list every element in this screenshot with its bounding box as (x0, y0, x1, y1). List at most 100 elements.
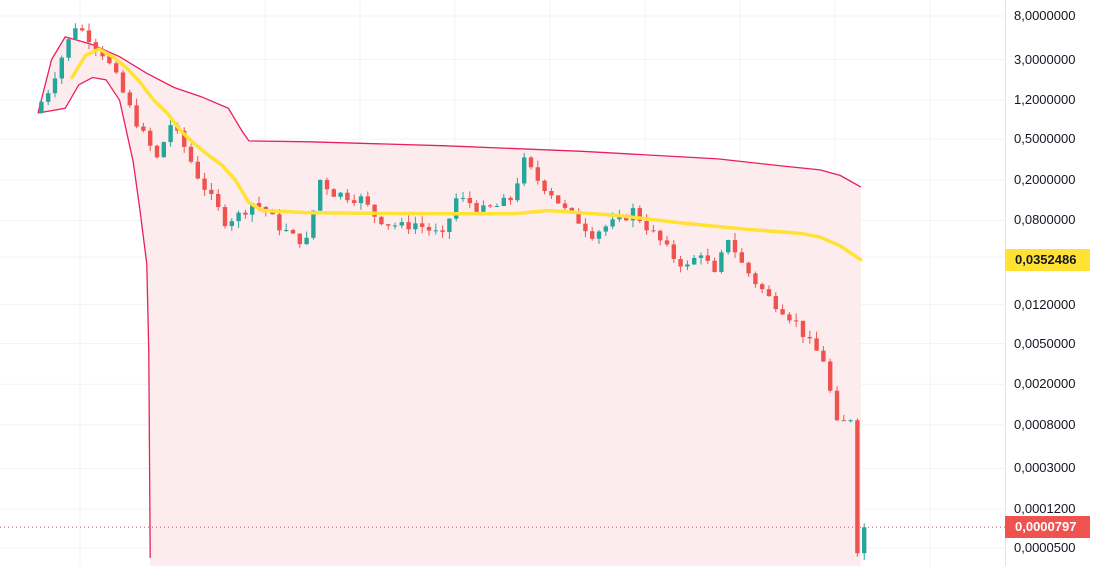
candle-body (488, 205, 493, 207)
candle-body (182, 130, 187, 147)
upper-band-line (37, 36, 862, 188)
candle-body (46, 93, 51, 102)
candle-body (447, 218, 452, 232)
candle-body (692, 257, 697, 265)
candle-body (188, 146, 194, 162)
moving-average-price-tag: 0,0352486 (1005, 248, 1090, 271)
candle-body (216, 193, 221, 208)
candle-body (494, 206, 500, 208)
candle-body (365, 196, 370, 205)
candle-body (148, 130, 153, 146)
candle-body (236, 212, 241, 222)
candle-body (440, 230, 445, 232)
candle-body (161, 142, 166, 158)
candle-body (433, 230, 438, 232)
candle-body (855, 420, 860, 554)
candle-body (107, 56, 112, 64)
candle-body (154, 145, 160, 158)
price-tick-label: 0,5000000 (1014, 131, 1076, 147)
candle-body (746, 262, 751, 274)
candle-body (392, 225, 398, 227)
candle-body (821, 350, 826, 362)
candle-body (59, 57, 64, 79)
candle-body (549, 191, 554, 196)
candle-body (658, 230, 663, 241)
candle-body (386, 224, 391, 226)
candle-body (603, 226, 608, 232)
candle-body (209, 189, 214, 194)
candle-body (590, 231, 595, 239)
candle-body (705, 255, 710, 261)
candle-body (420, 223, 425, 227)
candle-body (596, 231, 602, 239)
candle-body (773, 296, 778, 310)
price-tick-label: 0,0050000 (1014, 335, 1076, 351)
candle-body (862, 527, 867, 554)
price-tick-label: 0,2000000 (1014, 171, 1076, 187)
candle-body (474, 203, 479, 212)
candle-body (739, 252, 744, 263)
candle-body (311, 210, 316, 238)
candle-body (522, 157, 527, 184)
candle-body (86, 30, 92, 43)
candle-body (229, 221, 234, 227)
candle-body (290, 229, 296, 234)
candle-body (787, 314, 792, 321)
candle-body (304, 237, 309, 245)
candle-body (250, 203, 255, 215)
candle-body (114, 63, 119, 73)
price-tick-label: 0,0000500 (1014, 540, 1076, 555)
candle-body (222, 207, 228, 227)
candle-body (460, 197, 466, 199)
candle-body (73, 28, 78, 40)
last-price-tag: 0,0000797 (1005, 516, 1090, 539)
candle-body (698, 255, 704, 258)
candle-body (318, 179, 323, 211)
candle-body (841, 420, 846, 422)
candle-body (630, 208, 636, 221)
candle-body (576, 211, 581, 224)
candle-body (562, 203, 568, 208)
price-tick-label: 8,0000000 (1014, 8, 1076, 23)
candle-body (556, 195, 561, 204)
candle-body (834, 390, 840, 421)
candle-body (651, 230, 656, 232)
candle-body (583, 223, 588, 232)
candle-body (195, 161, 200, 179)
candle-body (134, 105, 139, 127)
candle-body (372, 204, 377, 217)
candle-body (848, 420, 853, 422)
candle-body (66, 39, 71, 58)
candle-body (685, 264, 690, 267)
candle-body (297, 233, 302, 245)
candle-body (406, 222, 411, 230)
price-tick-label: 1,2000000 (1014, 92, 1076, 108)
candle-body (542, 180, 547, 192)
candle-body (671, 244, 676, 260)
candle-body (569, 207, 574, 212)
candle-body (664, 240, 670, 245)
candle-body (535, 167, 540, 181)
price-tick-label: 0,0800000 (1014, 212, 1076, 228)
candle-body (243, 212, 248, 215)
candle-body (678, 259, 683, 267)
plot-area[interactable] (0, 0, 1005, 566)
candle-body (644, 221, 649, 231)
moving-average-line (70, 47, 863, 262)
candle-body (766, 289, 772, 297)
candle-body (284, 229, 289, 231)
candle-body (331, 189, 336, 197)
candle-body (454, 198, 459, 219)
candle-body (760, 284, 765, 290)
candle-body (800, 320, 806, 337)
candle-body (345, 192, 350, 201)
price-tick-label: 3,0000000 (1014, 51, 1076, 67)
price-scale[interactable] (1005, 0, 1095, 566)
candle-body (753, 273, 758, 285)
candle-body (324, 179, 330, 190)
candle-body (39, 101, 44, 113)
candle-body (719, 252, 724, 272)
candle-body (807, 336, 812, 339)
price-tick-label: 0,0003000 (1014, 460, 1076, 476)
